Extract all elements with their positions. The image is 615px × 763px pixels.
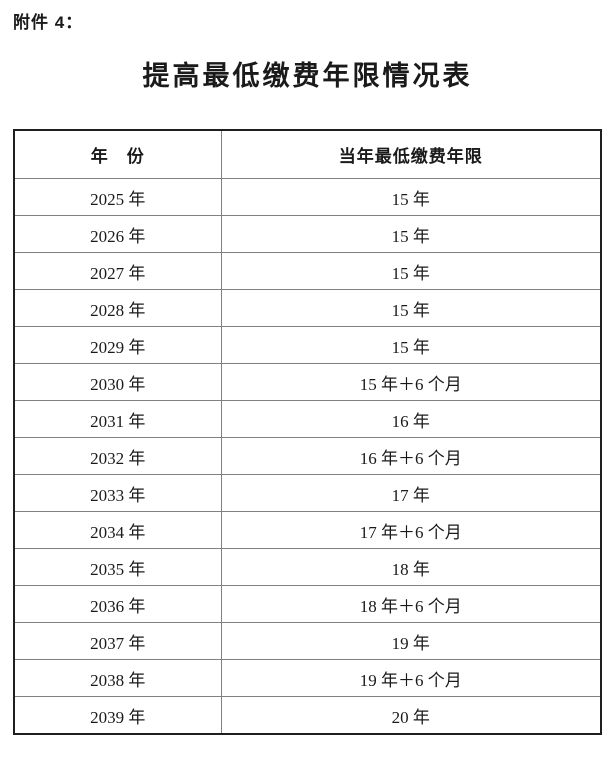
min-years-cell: 19 年＋6 个月 [220,659,602,697]
min-years-cell: 19 年 [220,622,602,660]
min-years-cell: 15 年 [220,289,602,327]
min-contribution-table: 年 份 当年最低缴费年限 2025 年 15 年 2026 年 15 年 202… [13,129,602,735]
table-row: 2026 年 15 年 [13,215,602,253]
column-header-min-years: 当年最低缴费年限 [220,129,602,179]
table-row: 2036 年 18 年＋6 个月 [13,585,602,623]
min-years-cell: 17 年 [220,474,602,512]
table-row: 2027 年 15 年 [13,252,602,290]
min-years-cell: 15 年 [220,178,602,216]
min-years-cell: 15 年 [220,326,602,364]
header-row: 年 份 当年最低缴费年限 [13,129,602,179]
table-row: 2034 年 17 年＋6 个月 [13,511,602,549]
page-title: 提高最低缴费年限情况表 [142,61,473,91]
attachment-label: 附件 4： [13,13,84,32]
min-years-cell: 15 年 [220,252,602,290]
min-years-cell: 15 年 [220,215,602,253]
table-row: 2038 年 19 年＋6 个月 [13,659,602,697]
year-cell: 2039 年 [13,696,222,735]
min-years-cell: 17 年＋6 个月 [220,511,602,549]
year-cell: 2028 年 [13,289,222,327]
table-row: 2031 年 16 年 [13,400,602,438]
year-cell: 2031 年 [13,400,222,438]
year-cell: 2029 年 [13,326,222,364]
year-cell: 2034 年 [13,511,222,549]
min-years-cell: 18 年＋6 个月 [220,585,602,623]
year-cell: 2035 年 [13,548,222,586]
year-cell: 2026 年 [13,215,222,253]
table-row: 2030 年 15 年＋6 个月 [13,363,602,401]
min-years-cell: 18 年 [220,548,602,586]
table-row: 2033 年 17 年 [13,474,602,512]
table-row: 2032 年 16 年＋6 个月 [13,437,602,475]
min-years-cell: 16 年 [220,400,602,438]
table-row: 2035 年 18 年 [13,548,602,586]
table-row: 2039 年 20 年 [13,696,602,735]
table-row: 2029 年 15 年 [13,326,602,364]
min-years-cell: 16 年＋6 个月 [220,437,602,475]
min-years-cell: 15 年＋6 个月 [220,363,602,401]
year-cell: 2038 年 [13,659,222,697]
year-cell: 2037 年 [13,622,222,660]
year-cell: 2027 年 [13,252,222,290]
year-cell: 2033 年 [13,474,222,512]
column-header-year: 年 份 [13,129,222,179]
year-cell: 2032 年 [13,437,222,475]
year-cell: 2030 年 [13,363,222,401]
table-row: 2025 年 15 年 [13,178,602,216]
min-years-cell: 20 年 [220,696,602,735]
year-cell: 2036 年 [13,585,222,623]
table-row: 2037 年 19 年 [13,622,602,660]
year-cell: 2025 年 [13,178,222,216]
table-row: 2028 年 15 年 [13,289,602,327]
